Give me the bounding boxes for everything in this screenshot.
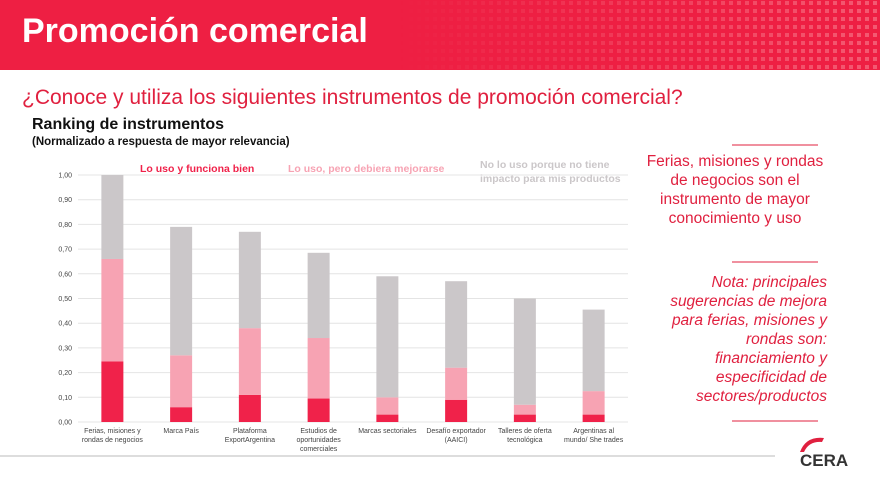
bar-segment <box>376 276 399 398</box>
x-tick-label: Ferias, misiones y rondas de negocios <box>81 428 143 444</box>
bar-segment <box>445 399 468 422</box>
bar-segment <box>170 355 193 408</box>
bar-segment <box>101 258 124 362</box>
y-tick-label: 0,40 <box>58 321 72 328</box>
y-tick-label: 0,50 <box>58 296 72 303</box>
bar-segment <box>101 361 124 422</box>
x-tick-label: Argentinas al mundo/ She trades <box>564 428 624 444</box>
x-tick-label: Talleres de oferta tecnológica <box>498 428 552 444</box>
y-tick-label: 0,90 <box>58 197 72 204</box>
header-pattern <box>400 0 880 70</box>
bar-segment <box>513 404 536 415</box>
y-tick-label: 1,00 <box>58 173 72 180</box>
bar-segment <box>307 252 330 339</box>
legend-entry: Lo uso y funciona bien <box>140 163 255 175</box>
bar-segment <box>513 298 536 405</box>
bar-segment <box>101 175 124 259</box>
legend-entry: No lo uso porque no tiene impacto para m… <box>480 159 621 185</box>
y-tick-label: 0,20 <box>58 370 72 377</box>
bar-segment <box>445 367 468 400</box>
bar-segment <box>376 397 399 415</box>
y-tick-label: 0,30 <box>58 345 72 352</box>
bar-segment <box>582 414 605 422</box>
chart-title: Ranking de instrumentos <box>32 116 224 133</box>
panel-note: Nota: principales sugerencias de mejora … <box>670 274 827 405</box>
bar-segment <box>513 414 536 422</box>
y-tick-label: 0,10 <box>58 395 72 402</box>
bar-segment <box>307 338 330 399</box>
logo-icon <box>800 437 824 452</box>
header-title: Promoción comercial <box>22 12 368 50</box>
legend-entry: Lo uso, pero debiera mejorarse <box>288 163 445 175</box>
chart-subtitle: (Normalizado a respuesta de mayor releva… <box>32 136 290 148</box>
question: ¿Conoce y utiliza los siguientes instrum… <box>22 86 683 109</box>
y-tick-label: 0,00 <box>58 420 72 427</box>
logo-text: CERA <box>800 451 848 470</box>
bar-segment <box>582 309 605 392</box>
bar-segment <box>238 328 261 395</box>
bar-segment <box>170 226 193 356</box>
bar-segment <box>238 231 261 329</box>
x-tick-label: Plataforma ExportArgentina <box>224 428 275 444</box>
x-tick-label: Marca País <box>163 428 199 435</box>
bar-segment <box>445 281 468 368</box>
bar-segment <box>170 407 193 422</box>
y-tick-label: 0,60 <box>58 271 72 278</box>
y-tick-label: 0,70 <box>58 247 72 254</box>
x-tick-label: Estudios de oportunidades comerciales <box>296 428 341 453</box>
y-tick-label: 0,80 <box>58 222 72 229</box>
bar-segment <box>376 414 399 422</box>
x-tick-label: Marcas sectoriales <box>358 428 417 435</box>
bar-segment <box>307 398 330 422</box>
x-tick-label: Desafío exportador (AAICI) <box>426 428 486 444</box>
bar-segment <box>238 394 261 422</box>
bar-segment <box>582 391 605 415</box>
panel-main: Ferias, misiones y rondas de negocios so… <box>646 153 824 227</box>
